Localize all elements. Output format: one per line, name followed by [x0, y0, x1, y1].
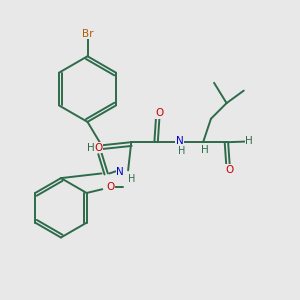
Text: Br: Br	[82, 29, 93, 39]
Text: H: H	[128, 174, 135, 184]
Text: N: N	[176, 136, 184, 146]
Text: O: O	[226, 165, 234, 175]
Text: N: N	[116, 167, 124, 177]
Text: O: O	[155, 108, 164, 118]
Text: H: H	[178, 146, 185, 156]
Text: H: H	[245, 136, 253, 146]
Text: O: O	[94, 143, 103, 153]
Text: H: H	[87, 143, 94, 153]
Text: O: O	[106, 182, 114, 192]
Text: H: H	[201, 145, 208, 155]
